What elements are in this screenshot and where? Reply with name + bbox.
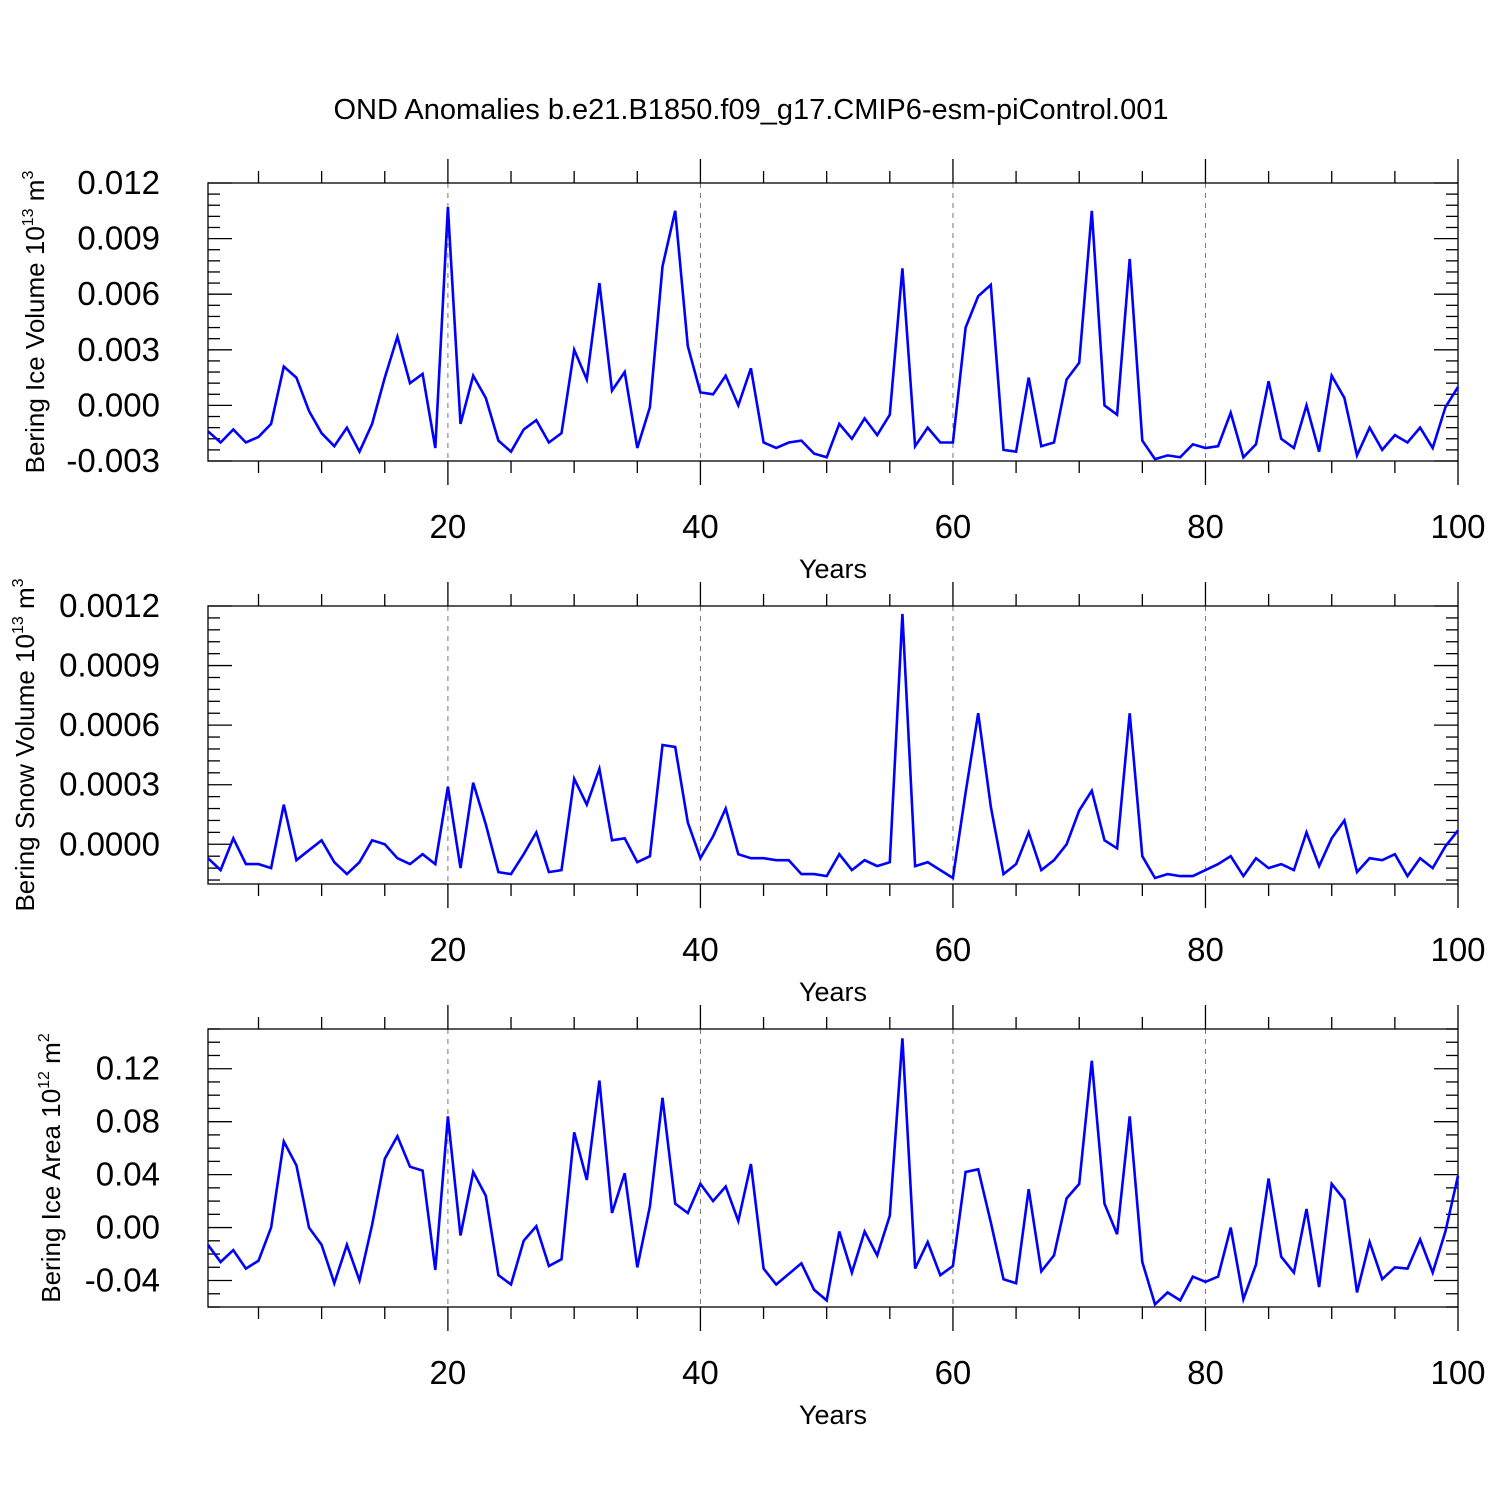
y-tick-label: 0.00 [96, 1209, 160, 1246]
y-axis-label: Bering Ice Area 1012 m2 [36, 1033, 66, 1303]
figure-title: OND Anomalies b.e21.B1850.f09_g17.CMIP6-… [333, 94, 1168, 126]
x-tick-label: 60 [935, 1354, 972, 1391]
x-axis-label: Years [799, 977, 867, 1007]
x-tick-label: 80 [1187, 1354, 1224, 1391]
y-axis-label: Bering Snow Volume 1013 m3 [10, 578, 40, 911]
y-tick-label: 0.12 [96, 1050, 160, 1087]
series-line [207, 613, 1460, 881]
x-tick-label: 100 [1430, 931, 1485, 968]
series-line [207, 207, 1460, 461]
y-axis-label-unit-exponent: 3 [20, 171, 37, 180]
y-tick-label: 0.003 [77, 331, 160, 368]
y-axis-label-exponent: 12 [36, 1071, 53, 1089]
y-tick-label: 0.0012 [59, 587, 160, 624]
y-tick-label: 0.0006 [59, 706, 160, 743]
x-tick-label: 100 [1430, 1354, 1485, 1391]
y-tick-label: 0.012 [77, 164, 160, 201]
x-tick-label: 100 [1430, 508, 1485, 545]
y-axis-label-unit: m [10, 587, 40, 616]
y-axis-label-unit-exponent: 3 [10, 578, 27, 587]
y-tick-label: 0.006 [77, 275, 160, 312]
chart-panel-2: 20 40 60 80 100 0.0000 0.0003 0.0006 0.0009 0.001… [10, 578, 1486, 1007]
x-tick-label: 20 [430, 931, 467, 968]
x-tick-label: 80 [1187, 508, 1224, 545]
y-axis-label-main: Bering Snow Volume 10 [10, 634, 40, 912]
plot-frame [207, 1028, 1459, 1308]
y-axis-label-exponent: 13 [10, 616, 27, 634]
x-tick-label: 40 [682, 508, 719, 545]
y-tick-label: 0.000 [77, 386, 160, 423]
x-tick-label: 60 [935, 508, 972, 545]
x-tick-label: 40 [682, 1354, 719, 1391]
y-axis-label-main: Bering Ice Area 10 [36, 1089, 66, 1303]
x-tick-label: 60 [935, 931, 972, 968]
y-axis-label-unit-exponent: 2 [36, 1033, 53, 1042]
y-tick-label: 0.08 [96, 1103, 160, 1140]
x-tick-label: 40 [682, 931, 719, 968]
y-axis-label-exponent: 13 [20, 208, 37, 226]
y-tick-label: 0.0009 [59, 647, 160, 684]
y-tick-label: 0.0003 [59, 766, 160, 803]
y-axis-label-unit: m [20, 180, 50, 209]
y-axis-label-main: Bering Ice Volume 10 [20, 226, 50, 473]
y-tick-label: 0.0000 [59, 825, 160, 862]
x-axis-label: Years [799, 554, 867, 584]
plot-frame [207, 605, 1459, 885]
y-tick-label: 0.009 [77, 220, 160, 257]
y-tick-label: 0.04 [96, 1156, 160, 1193]
x-tick-label: 20 [430, 1354, 467, 1391]
y-axis-label-unit: m [36, 1042, 66, 1071]
x-axis-label: Years [799, 1400, 867, 1430]
series-line [206, 1038, 1460, 1307]
chart-panel-1: 20 40 60 80 100 -0.003 0.000 0.003 0.006 0.009 0.0… [20, 159, 1486, 584]
x-tick-label: 80 [1187, 931, 1224, 968]
plot-frame [207, 182, 1459, 462]
chart-panel-3: 20 40 60 80 100 -0.04 0.00 0.04 0.08 0.12 Years Ber… [36, 1005, 1486, 1430]
x-tick-label: 20 [430, 508, 467, 545]
y-axis-label: Bering Ice Volume 1013 m3 [20, 171, 50, 474]
y-tick-label: -0.003 [66, 442, 160, 479]
y-tick-label: -0.04 [85, 1262, 160, 1299]
